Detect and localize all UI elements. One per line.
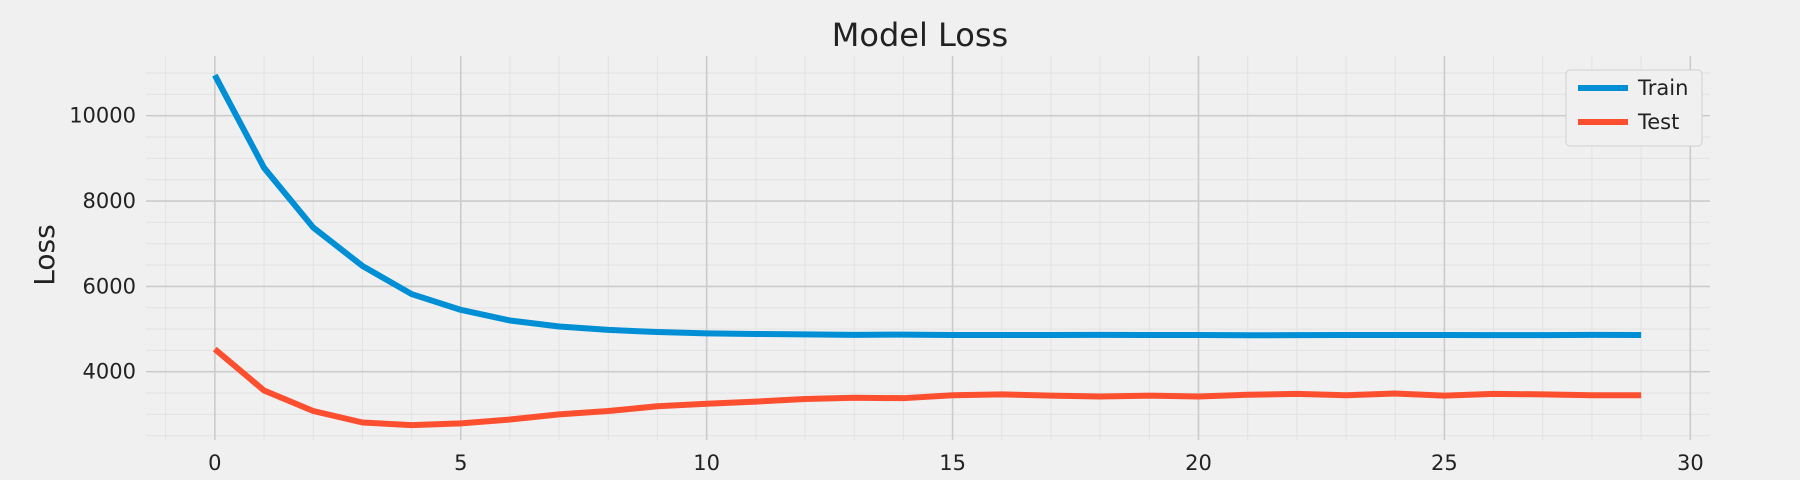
series-lines (212, 73, 1642, 429)
y-tick-label: 4000 (83, 360, 136, 384)
y-axis-label: Loss (28, 224, 61, 285)
chart-title: Model Loss (832, 16, 1008, 54)
series-line-test (212, 346, 1642, 429)
y-tick-label: 8000 (83, 189, 136, 213)
x-tick-label: 30 (1677, 451, 1704, 475)
tick-labels: 0 5 10 15 20 25 30 4000 6000 8000 10000 (69, 104, 1704, 475)
x-tick-label: 15 (939, 451, 966, 475)
y-tick-label: 6000 (83, 274, 136, 298)
x-tick-label: 20 (1185, 451, 1212, 475)
y-tick-label: 10000 (69, 104, 136, 128)
legend-label-train: Train (1637, 76, 1688, 100)
grid-lines (146, 56, 1710, 440)
x-tick-label: 10 (693, 451, 720, 475)
x-tick-label: 0 (208, 451, 221, 475)
x-tick-label: 25 (1431, 451, 1458, 475)
series-line-train (212, 73, 1642, 339)
legend-label-test: Test (1637, 110, 1679, 134)
x-tick-label: 5 (454, 451, 467, 475)
legend[interactable]: Train Test (1565, 69, 1703, 147)
